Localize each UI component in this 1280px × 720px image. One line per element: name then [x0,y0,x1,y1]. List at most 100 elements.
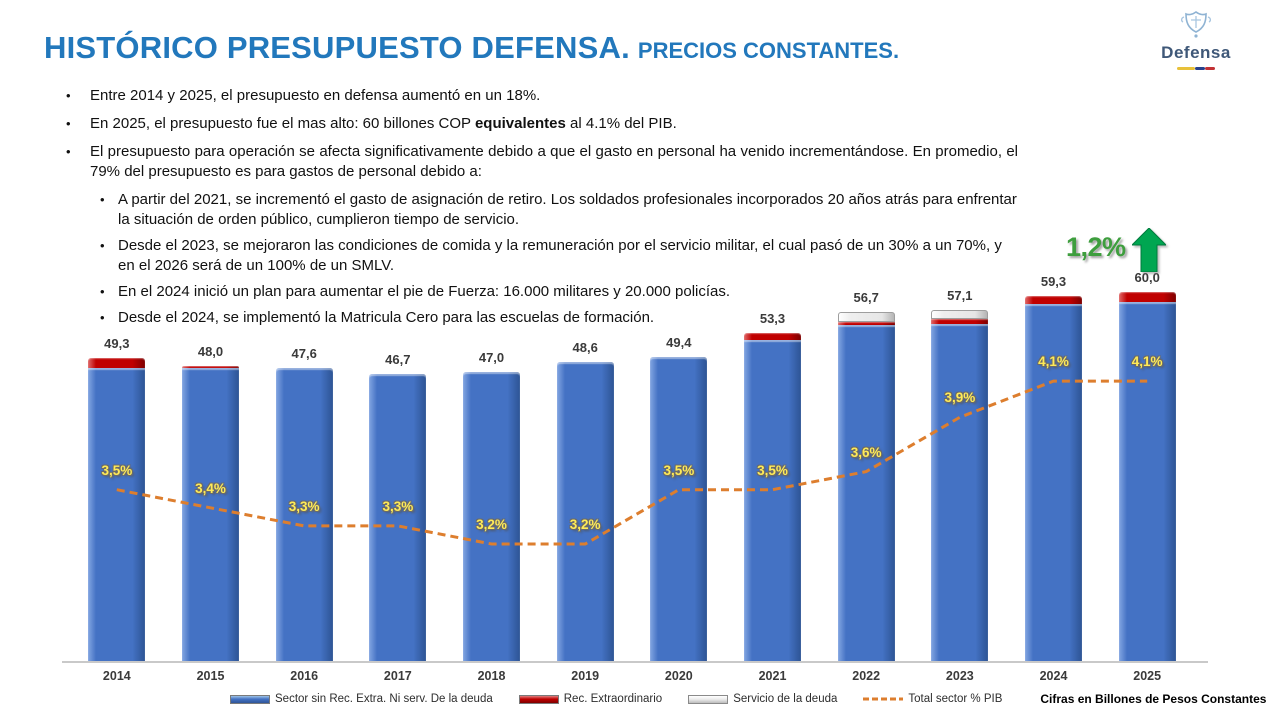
x-axis-tick-2023: 2023 [945,669,974,683]
pib-percent-label-2022: 3,6% [850,444,882,460]
bar-value-label-2017: 46,7 [385,351,411,367]
legend-label: Servicio de la deuda [733,693,838,705]
x-axis-tick-2021: 2021 [758,669,787,683]
defensa-logo: Defensa [1148,8,1244,70]
pib-percent-label-2015: 3,4% [195,480,226,496]
legend-item-3: Servicio de la deuda [688,693,837,705]
logo-text: Defensa [1161,43,1231,62]
bullet-marker: • [100,310,105,325]
pib-percent-label-2014: 3,5% [101,462,133,478]
pib-percent-label-2024: 4,1% [1038,354,1069,370]
bullet-item-1: • Entre 2014 y 2025, el presupuesto en de… [60,86,1018,106]
bar-segment-white-2023 [931,309,989,320]
bullet-list: • Entre 2014 y 2025, el presupuesto en de… [60,86,1018,334]
bar-value-label-2018: 47,0 [478,349,505,365]
legend-item-2: Rec. Extraordinario [518,693,663,705]
bar-segment-red-2015 [182,365,239,368]
bar-value-label-2019: 48,6 [572,340,598,356]
bullet-text: A partir del 2021, se incrementó el gast… [118,191,1017,228]
x-axis-tick-2015: 2015 [196,669,225,683]
bar-segment-red-2024 [1025,296,1082,305]
legend-item-1: Sector sin Rec. Extra. Ni serv. De la de… [230,693,493,705]
chart-legend: Sector sin Rec. Extra. Ni serv. De la de… [230,692,1275,706]
x-axis-tick-2024: 2024 [1039,669,1068,683]
bullet-item-7: • Desde el 2024, se implementó la Matricu… [100,308,1018,328]
legend-label: Rec. Extraordinario [563,693,663,705]
bullet-marker: • [100,238,105,253]
title-main: HISTÓRICO PRESUPUESTO DEFENSA. [44,30,630,65]
bullet-text: En el 2024 inició un plan para aumentar … [118,283,731,300]
pib-percent-label-2019: 3,2% [569,517,601,532]
bar-segment-blue-2019 [556,362,614,661]
legend-bar-blue-swatch [230,694,270,704]
x-axis-tick-2017: 2017 [383,669,412,683]
pib-percent-label-2017: 3,3% [382,498,414,514]
bar-value-label-2020: 49,4 [666,335,692,351]
bar-segment-red-2023 [931,319,989,324]
x-axis-tick-2020: 2020 [664,669,693,683]
bullet-item-3: • El presupuesto para operación se afecta… [60,142,1018,182]
bar-segment-blue-2017 [369,373,427,661]
bar-segment-blue-2020 [650,357,708,661]
bar-segment-blue-2016 [275,368,333,661]
growth-percent-label: 1,2% [1066,232,1126,262]
bar-segment-white-2022 [837,312,895,323]
pib-percent-label-2020: 3,5% [663,462,695,478]
bullet-text: En 2025, el presupuesto fue el mas alto:… [90,115,677,132]
bullet-text: Desde el 2024, se implementó la Matricul… [118,309,655,326]
bullet-item-6: • En el 2024 inició un plan para aumentar… [100,282,1018,302]
bullet-text: Desde el 2023, se mejoraron las condicio… [118,237,1002,274]
legend-bar-red-swatch [518,694,559,704]
bullet-item-2: • En 2025, el presupuesto fue el mas alto… [60,114,1018,134]
pib-percent-label-2023: 3,9% [944,390,976,406]
bullet-marker: • [66,88,71,103]
legend-bar-white-swatch [688,694,729,704]
bullet-item-5: • Desde el 2023, se mejoraron las condici… [100,236,1018,276]
x-axis-tick-2025: 2025 [1133,669,1162,683]
x-axis-tick-2016: 2016 [290,669,319,683]
x-axis-line [62,661,1208,663]
x-axis-tick-2018: 2018 [477,669,506,683]
page-title: HISTÓRICO PRESUPUESTO DEFENSA. PRECIOS CO… [44,30,899,66]
units-footnote: Cifras en Billones de Pesos Constantes [1040,692,1267,706]
bar-segment-red-2014 [88,357,146,368]
bullet-marker: • [66,144,71,159]
bar-value-label-2014: 49,3 [104,335,130,351]
bullet-item-4: • A partir del 2021, se incrementó el gas… [100,190,1018,230]
bullet-text: Entre 2014 y 2025, el presupuesto en def… [90,87,541,104]
bar-segment-red-2021 [744,333,801,340]
bar-value-label-2015: 48,0 [197,343,224,359]
bar-segment-blue-2022 [837,324,895,661]
bar-value-label-2021: 53,3 [759,311,786,327]
legend-label: Sector sin Rec. Extra. Ni serv. De la de… [275,693,493,705]
growth-annotation: 1,2% [1066,228,1166,272]
bar-segment-blue-2021 [744,339,801,661]
pib-percent-label-2016: 3,3% [288,498,320,514]
x-axis-tick-2019: 2019 [571,669,600,683]
bullet-text: El presupuesto para operación se afecta … [90,143,1018,180]
colombia-flag-bar [1148,67,1244,70]
bar-segment-blue-2023 [931,323,989,661]
bar-value-label-2016: 47,6 [291,346,317,362]
bar-segment-red-2025 [1118,292,1176,302]
legend-item-4: Total sector % PIB [863,693,1002,705]
legend-dash-swatch [863,697,904,700]
bar-value-label-2024: 59,3 [1040,274,1067,290]
bullet-marker: • [66,116,71,131]
pib-percent-label-2018: 3,2% [476,517,507,532]
x-axis-tick-2014: 2014 [102,669,131,683]
bar-segment-blue-2015 [182,367,239,661]
pib-percent-label-2021: 3,5% [757,462,788,478]
bar-value-label-2025: 60,0 [1134,270,1160,285]
bar-value-label-2022: 56,7 [853,290,879,306]
legend-label: Total sector % PIB [908,693,1003,705]
up-arrow-icon [1131,228,1166,272]
bullet-marker: • [100,192,105,207]
bar-value-label-2023: 57,1 [947,287,973,303]
bullet-marker: • [100,284,105,299]
title-subtitle: PRECIOS CONSTANTES. [637,38,900,63]
coat-of-arms-icon [1180,11,1212,38]
x-axis-tick-2022: 2022 [852,669,881,683]
bar-segment-blue-2014 [88,367,146,661]
